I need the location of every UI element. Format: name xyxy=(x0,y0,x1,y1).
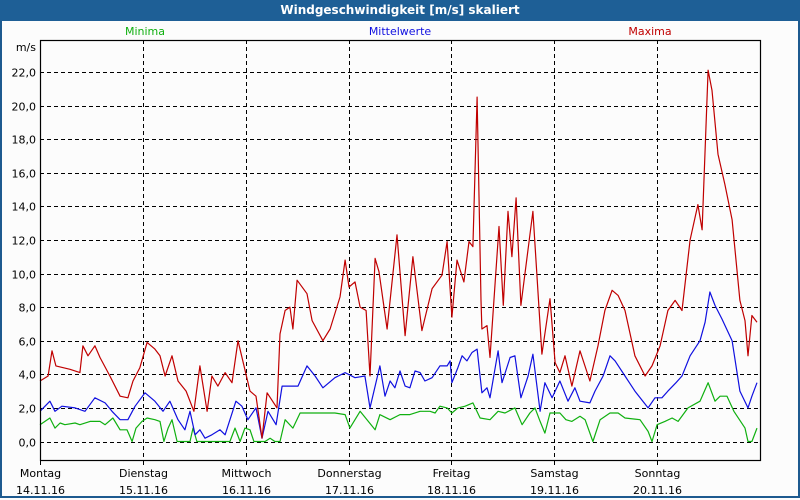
x-tick-date-label: 18.11.16 xyxy=(427,484,476,497)
legend-item-minima: Minima xyxy=(125,25,165,38)
x-tick-day-label: Freitag xyxy=(433,467,471,480)
x-tick-date-label: 19.11.16 xyxy=(530,484,579,497)
y-tick-label: 22,0 xyxy=(12,67,37,80)
y-axis-unit-label: m/s xyxy=(16,41,36,54)
y-tick-label: 8,0 xyxy=(19,302,37,315)
series-line-mittelwerte xyxy=(39,291,758,439)
y-tick-label: 2,0 xyxy=(19,403,37,416)
y-tick-label: 4,0 xyxy=(19,369,37,382)
series-line-maxima xyxy=(39,69,758,439)
x-tick-date-label: 20.11.16 xyxy=(633,484,682,497)
x-tick-date-label: 15.11.16 xyxy=(119,484,168,497)
y-tick-label: 16,0 xyxy=(12,168,37,181)
y-tick-label: 18,0 xyxy=(12,134,37,147)
x-tick-day-label: Montag xyxy=(20,467,61,480)
x-tick-day-label: Samstag xyxy=(530,467,578,480)
y-tick-label: 6,0 xyxy=(19,336,37,349)
legend-item-mittelwerte: Mittelwerte xyxy=(369,25,432,38)
x-tick-date-label: 17.11.16 xyxy=(325,484,374,497)
y-tick-label: 20,0 xyxy=(12,101,37,114)
x-tick-date-label: 16.11.16 xyxy=(222,484,271,497)
y-tick-label: 10,0 xyxy=(12,269,37,282)
x-tick-day-label: Donnerstag xyxy=(317,467,381,480)
plot-area-frame xyxy=(39,39,762,462)
x-tick-day-label: Mittwoch xyxy=(222,467,272,480)
y-tick-label: 14,0 xyxy=(12,201,37,214)
x-tick-day-label: Sonntag xyxy=(635,467,681,480)
window-title: Windgeschwindigkeit [m/s] skaliert xyxy=(0,0,800,21)
y-tick-label: 0,0 xyxy=(19,437,37,450)
series-line-minima xyxy=(39,382,758,443)
legend-item-maxima: Maxima xyxy=(628,25,671,38)
x-tick-day-label: Dienstag xyxy=(119,467,168,480)
x-tick-date-label: 14.11.16 xyxy=(16,484,65,497)
y-tick-label: 12,0 xyxy=(12,235,37,248)
